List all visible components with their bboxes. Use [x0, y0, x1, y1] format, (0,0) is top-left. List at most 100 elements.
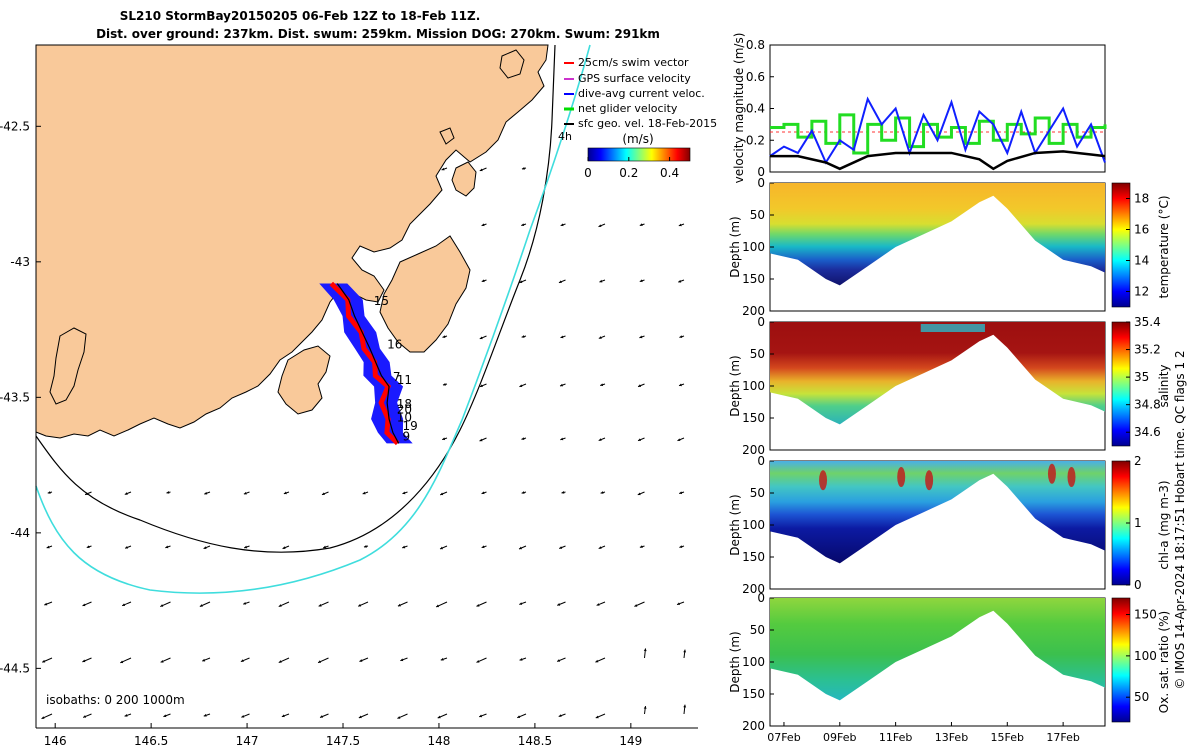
map-x-tick-label: 147: [236, 734, 259, 748]
geo-velocity-arrow: [476, 657, 487, 663]
oxygen-field: [770, 598, 1105, 701]
geo-velocity-arrow: [243, 491, 250, 495]
temperature-y-tick-label: 50: [750, 208, 765, 222]
geo-velocity-arrow: [679, 335, 685, 339]
geo-velocity-arrow: [121, 601, 132, 607]
salinity-y-tick-label: 50: [750, 347, 765, 361]
temperature-y-tick-label: 100: [742, 240, 765, 254]
geo-velocity-arrow: [244, 545, 250, 549]
geo-velocity-arrow: [442, 382, 448, 386]
geo-velocity-arrow: [241, 713, 250, 718]
day-label: 20: [397, 403, 412, 417]
map-x-tick-label: 146: [44, 734, 67, 748]
geo-velocity-arrow: [678, 223, 685, 227]
map-x-tick-label: 148.5: [518, 734, 552, 748]
salinity-y-tick-label: 150: [742, 411, 765, 425]
temperature-y-tick-label: 150: [742, 272, 765, 286]
temperature-cbar-tick-label: 18: [1134, 192, 1149, 206]
chlorophyll-maximum-patch: [1047, 463, 1056, 484]
geo-velocity-arrow: [558, 713, 566, 717]
day-label: 16: [387, 338, 402, 352]
geo-velocity-arrow: [678, 279, 685, 283]
chlorophyll-y-tick-label: 150: [742, 550, 765, 564]
geo-velocity-arrow: [639, 335, 645, 339]
glider-path-line: [336, 283, 400, 444]
geo-velocity-arrow: [600, 491, 606, 494]
geo-velocity-arrow: [442, 335, 448, 338]
geo-velocity-arrow: [518, 545, 527, 550]
velocity-series: [769, 96, 1107, 171]
temperature-colorbar-label: temperature (°C): [1157, 196, 1171, 299]
geo-velocity-arrow: [600, 383, 606, 387]
geo-velocity-arrow: [166, 490, 171, 494]
colorbar-ticks: 0 0.2 0.4: [584, 157, 679, 180]
section-chlorophyll: 0 50 100 150 200 Depth (m) 0 1 2 chl-a (mg m-3): [728, 454, 1171, 596]
maria-island: [451, 161, 477, 197]
geo-velocity-arrow: [558, 279, 566, 284]
geo-velocity-arrow: [521, 223, 527, 227]
geo-velocity-arrow: [560, 335, 566, 339]
geo-velocity-arrow: [84, 491, 92, 496]
geo-velocity-arrow: [435, 601, 448, 608]
velocity-axis: 0 0.2 0.4 0.6 0.8: [746, 38, 774, 179]
salinity-cbar-tick-label: 35.2: [1134, 343, 1161, 357]
chlorophyll-y-tick-label: 50: [750, 486, 765, 500]
isobaths-label: isobaths: 0 200 1000m: [46, 693, 185, 707]
velocity-y-tick-label: 0.4: [746, 102, 765, 116]
geo-velocity-arrow: [440, 491, 448, 496]
geo-velocity-arrow: [202, 657, 211, 662]
map-axes: 146 146.5 147 147.5 148 148.5 149 -42.5 -43 -43.5…: [0, 45, 698, 748]
oxygen-cbar-tick-label: 150: [1134, 608, 1157, 622]
geo-velocity-arrow: [560, 437, 566, 441]
salinity-colorbar-label: salinity: [1157, 364, 1171, 407]
day-label: 18: [397, 397, 412, 411]
geo-velocity-arrow: [598, 437, 606, 441]
chlorophyll-maximum-patch: [925, 470, 934, 491]
map-x-tick-label: 149: [619, 734, 642, 748]
time-tick-label: 15Feb: [991, 731, 1024, 744]
geo-velocity-arrow: [359, 657, 369, 662]
temperature-cbar-tick-label: 16: [1134, 223, 1149, 237]
geo-velocity-arrow: [521, 335, 527, 338]
geo-velocity-arrow: [560, 223, 566, 227]
geo-velocity-arrow: [440, 657, 448, 661]
time-tick-label: 17Feb: [1046, 731, 1079, 744]
chlorophyll-maximum-patch: [1067, 467, 1076, 487]
oxygen-y-tick-label: 0: [757, 591, 765, 605]
credit-text: © IMOS 14-Apr-2024 18:17:51 Hobart time.…: [1173, 350, 1187, 689]
oxygen-y-tick-label: 50: [750, 623, 765, 637]
geo-velocity-arrow: [437, 713, 448, 719]
salinity-y-tick-label: 100: [742, 379, 765, 393]
land-layer: [35, 44, 549, 439]
geo-velocity-arrow: [683, 704, 687, 715]
geo-velocity-arrow: [243, 601, 250, 605]
geo-velocity-arrow: [521, 166, 527, 170]
geo-velocity-arrow: [481, 223, 487, 227]
salinity-surface-fresh-patch: [920, 324, 985, 332]
geo-velocity-arrow: [683, 649, 687, 659]
geo-velocity-arrow: [519, 383, 527, 388]
geo-velocity-arrow: [441, 167, 448, 171]
geo-velocity-arrow: [402, 545, 408, 549]
geo-velocity-arrow: [163, 713, 171, 718]
section-salinity: 0 50 100 150 200 Depth (m) 34.6 34.8 35 35.2 35.4 s…: [728, 315, 1171, 457]
geo-velocity-arrow: [598, 335, 606, 339]
geo-velocity-arrow: [561, 490, 566, 494]
geo-velocity-arrow: [596, 601, 606, 606]
chlorophyll-field: [770, 461, 1105, 564]
geo-velocity-arrow: [124, 491, 132, 495]
geo-velocity-arrow: [676, 601, 685, 606]
temperature-cbar-tick-label: 14: [1134, 254, 1149, 268]
time-tick-label: 11Feb: [879, 731, 912, 744]
isobath-1000m: [35, 44, 591, 594]
salinity-cbar-tick-label: 34.8: [1134, 398, 1161, 412]
geo-velocity-arrow: [479, 437, 487, 442]
geo-velocity-arrow: [319, 713, 329, 718]
velocity-series-green: [770, 113, 1107, 155]
geo-velocity-arrow: [439, 545, 448, 550]
geo-velocity-arrow: [397, 601, 408, 607]
geo-velocity-arrow: [521, 491, 527, 494]
velocity-panel: 0 0.2 0.4 0.6 0.8 velocity magnitude (m/s): [732, 33, 1107, 183]
geo-velocity-arrow: [637, 383, 645, 388]
